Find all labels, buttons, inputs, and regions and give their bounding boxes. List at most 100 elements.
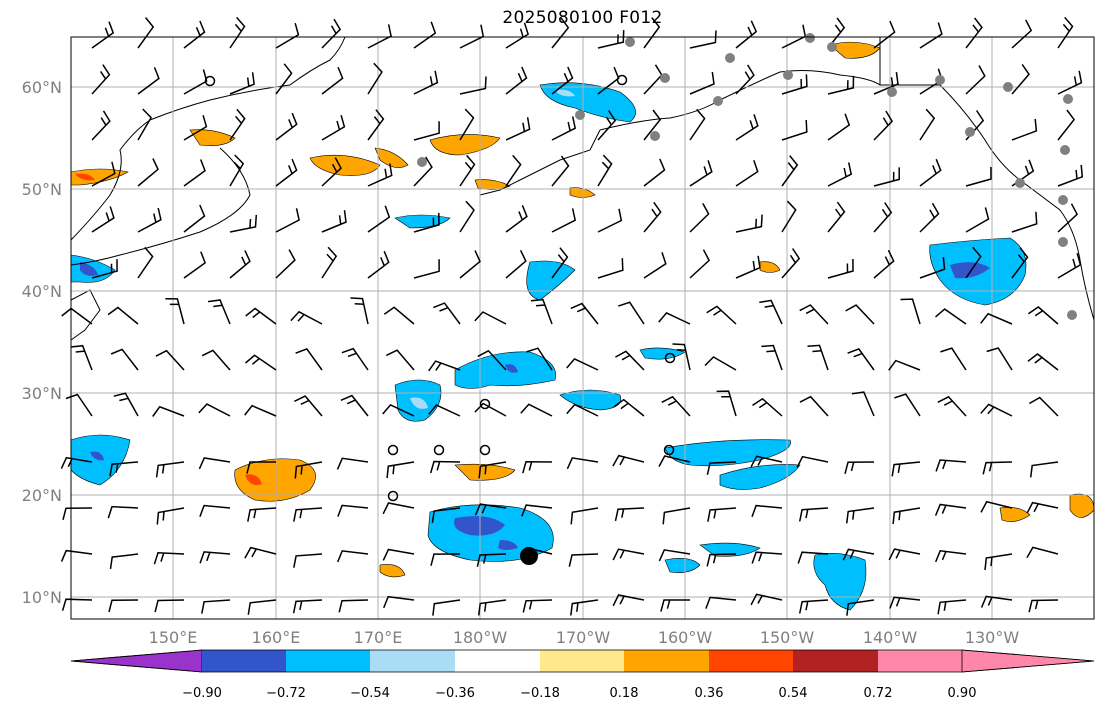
wind-barb — [413, 70, 439, 95]
wind-barb — [321, 18, 342, 49]
wind-barb — [551, 247, 569, 279]
colorbar-segment — [455, 650, 540, 672]
wind-barb — [459, 200, 475, 233]
station-marker — [575, 110, 585, 120]
wind-barb — [689, 249, 711, 279]
wind-barb — [761, 344, 783, 371]
wind-barb — [1057, 109, 1076, 141]
wind-barb — [505, 205, 528, 233]
wind-barb — [413, 156, 433, 187]
wind-barb — [704, 356, 737, 371]
wind-barb — [658, 549, 691, 562]
station-marker — [417, 157, 427, 167]
wind-barb — [1027, 306, 1059, 325]
wind-barb — [759, 299, 783, 325]
wind-barb — [153, 552, 185, 565]
lat-label: 60°N — [22, 78, 62, 97]
wind-barb — [246, 461, 276, 474]
wind-barb — [614, 507, 645, 522]
wind-barb — [919, 257, 946, 279]
wind-barb — [597, 208, 623, 233]
wind-barb — [367, 205, 391, 233]
wind-barb — [661, 395, 691, 417]
wind-barb — [1057, 164, 1084, 187]
wind-barb — [919, 202, 940, 233]
wind-barb — [198, 403, 231, 417]
lon-label: 140°W — [863, 628, 918, 647]
station-marker-open — [387, 444, 399, 456]
wind-barb — [208, 299, 231, 325]
wind-barb — [935, 308, 967, 325]
wind-barb — [570, 507, 599, 525]
colorbar-segment — [540, 650, 624, 672]
wind-barb — [199, 551, 231, 564]
lon-label: 160°E — [252, 628, 301, 647]
wind-barb — [752, 397, 783, 417]
wind-barb — [980, 595, 1013, 608]
wind-barb — [781, 200, 797, 233]
wind-barb — [505, 154, 522, 187]
station-marker-open — [433, 444, 445, 456]
wind-barb — [799, 395, 829, 417]
wind-barb — [551, 66, 574, 95]
wind-barb — [706, 305, 737, 325]
wind-barb — [60, 549, 93, 562]
wind-barb — [505, 249, 527, 279]
wind-barb — [61, 598, 93, 611]
station-marker — [1063, 94, 1073, 104]
wind-barb — [965, 65, 986, 95]
longitude-labels: 150°E 160°E 170°E 180°W 170°W 160°W 150°… — [149, 628, 1020, 647]
wind-barb — [459, 250, 481, 279]
wind-barb — [672, 343, 691, 371]
wind-barb — [935, 549, 967, 563]
wind-barb — [522, 599, 553, 613]
colorbar-tick: −0.90 — [182, 686, 222, 701]
wind-barb — [183, 204, 206, 233]
map-title: 2025080100 F012 — [502, 8, 663, 28]
wind-barb — [842, 548, 875, 561]
wind-barb — [827, 258, 854, 279]
wind-barb — [716, 390, 737, 417]
wind-barb — [986, 347, 1013, 371]
wind-barb — [275, 112, 298, 141]
wind-barb — [643, 252, 667, 279]
wind-barb — [199, 504, 231, 517]
wind-barb — [597, 258, 624, 279]
wind-barb — [367, 109, 385, 141]
wind-barb — [735, 20, 758, 49]
wind-barb — [873, 249, 895, 279]
wind-barb — [137, 17, 155, 49]
wind-barb — [337, 550, 369, 563]
colorbar-segment — [370, 650, 455, 672]
station-marker-large — [520, 547, 538, 565]
wind-barb — [735, 64, 755, 95]
wind-barb — [183, 114, 208, 141]
wind-barb — [91, 161, 116, 187]
wind-barb — [91, 206, 115, 233]
wind-barb — [597, 30, 625, 49]
wind-barb — [413, 212, 440, 233]
wind-barb — [844, 461, 875, 474]
colorbar-tick: 0.90 — [948, 686, 977, 701]
wind-barb — [658, 311, 691, 325]
wind-barb — [275, 63, 293, 95]
wind-barb — [428, 360, 461, 372]
wind-barb — [597, 154, 613, 187]
wind-barb — [900, 298, 921, 325]
station-marker-open — [204, 75, 216, 87]
station-marker — [805, 33, 815, 43]
station-marker — [1003, 82, 1013, 92]
colorbar-segment — [961, 649, 1095, 673]
wind-barb — [827, 75, 855, 95]
wind-barb — [247, 507, 277, 522]
wind-barb — [293, 507, 323, 522]
wind-barb — [965, 207, 990, 233]
wind-barb — [1057, 203, 1079, 233]
station-marker — [1058, 237, 1068, 247]
wind-barb — [1026, 501, 1059, 514]
wind-barb — [618, 301, 645, 325]
wind-barb — [1011, 118, 1038, 141]
station-marker-open — [616, 74, 628, 86]
wind-barb — [275, 23, 300, 49]
wind-barb — [229, 108, 246, 141]
